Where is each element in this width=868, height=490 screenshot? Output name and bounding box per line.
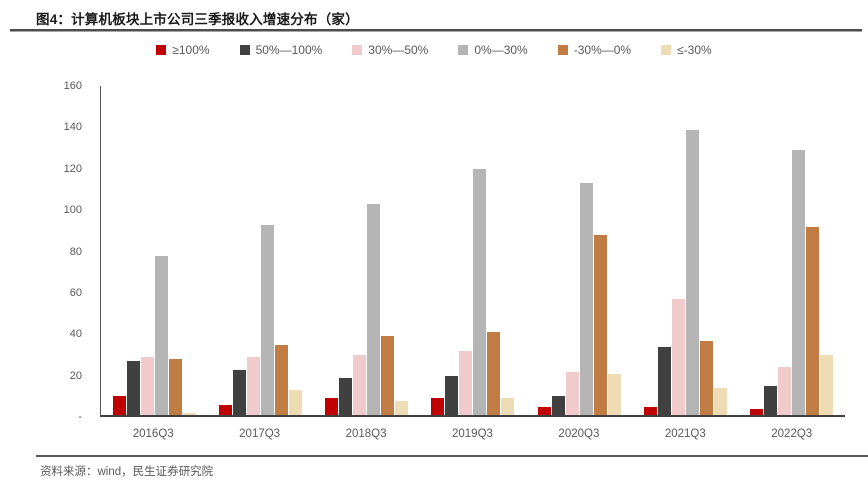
bar [274,344,288,415]
legend-label: 30%—50% [368,43,429,57]
bar [459,350,473,415]
bar [168,359,182,415]
legend-swatch-icon [239,45,250,55]
bar-chart-plot-area [100,86,845,417]
bar [778,367,792,415]
bar [339,377,353,415]
bar [325,398,339,415]
bar [672,299,686,415]
x-axis-label: 2017Q3 [239,428,281,440]
legend-swatch-icon [352,45,363,55]
bar [658,346,672,415]
bar-group-2020Q3 [526,86,632,415]
bar-group-2016Q3 [101,86,207,415]
chart-legend: ≥100% 50%—100% 30%—50% 0%—30% -30%—0% ≤-30% [0,43,868,57]
bar [112,396,126,415]
bar-group-2019Q3 [420,86,526,415]
legend-swatch-icon [557,45,568,55]
y-axis-tick-label: 80 [69,245,82,258]
bar [218,404,232,415]
bar [607,373,621,415]
legend-label: ≥100% [172,43,210,57]
bar [686,129,700,415]
bar [714,388,728,415]
bar [473,168,487,415]
y-axis: 160 140 120 100 80 60 40 20 - [0,80,90,423]
source-text: 资料来源：wind，民生证券研究院 [40,466,214,478]
y-axis-tick-label: 160 [63,80,82,92]
x-axis-label: 2019Q3 [452,428,493,440]
bar [501,398,515,415]
legend-label: -30%—0% [573,43,632,57]
bar [565,371,579,415]
bar [126,361,140,415]
x-axis-label: 2021Q3 [664,428,706,440]
x-axis-label: 2016Q3 [132,428,174,440]
legend-item-1: 50%—100% [239,43,323,57]
bar [246,357,260,415]
bar [431,398,445,415]
bar [260,224,274,415]
bar [537,406,551,415]
bar [579,183,593,415]
bar [700,340,714,415]
bar [353,355,367,415]
bar [820,355,834,415]
bar [182,412,196,415]
bar [551,396,565,415]
legend-item-4: -30%—0% [557,43,632,57]
bar [140,357,154,415]
x-axis-labels: 2016Q3 2017Q3 2018Q3 2019Q3 2020Q3 2021Q3 2022… [100,428,845,440]
figure-title: 图4：计算机板块上市公司三季报收入增速分布（家） [36,12,359,27]
bar [288,390,302,415]
bar [750,408,764,415]
bar [232,369,246,415]
bar [395,400,409,415]
bar-group-2018Q3 [314,86,420,415]
bar-group-2022Q3 [739,86,845,415]
y-axis-tick-label: 100 [63,204,82,217]
legend-item-3: 0%—30% [458,43,528,57]
footer-divider [36,455,868,457]
bar [154,255,168,415]
bar [445,375,459,415]
bar-group-2017Q3 [207,86,313,415]
bar [644,406,658,415]
bar [487,332,501,415]
y-axis-tick-label: - [78,411,82,423]
bar [764,386,778,415]
x-axis-label: 2020Q3 [558,428,600,440]
y-axis-tick-label: 60 [69,286,82,299]
bar [381,336,395,415]
y-axis-tick-label: 120 [63,162,82,175]
legend-item-0: ≥100% [156,43,210,57]
legend-swatch-icon [458,45,469,55]
legend-swatch-icon [661,45,672,55]
bar [806,226,820,415]
bar [367,204,381,415]
bar-group-2021Q3 [632,86,738,415]
legend-label: 50%—100% [255,43,323,57]
bar [792,150,806,415]
legend-item-5: ≤-30% [661,43,712,57]
x-axis-label: 2022Q3 [771,428,813,440]
legend-item-2: 30%—50% [352,43,428,57]
y-axis-tick-label: 20 [69,369,82,382]
title-underline [10,29,862,32]
legend-label: 0%—30% [474,43,528,57]
bar [593,235,607,415]
x-axis-label: 2018Q3 [345,428,387,440]
y-axis-tick-label: 40 [69,328,82,341]
y-axis-tick-label: 140 [63,121,82,134]
legend-swatch-icon [156,45,167,55]
legend-label: ≤-30% [677,43,712,57]
